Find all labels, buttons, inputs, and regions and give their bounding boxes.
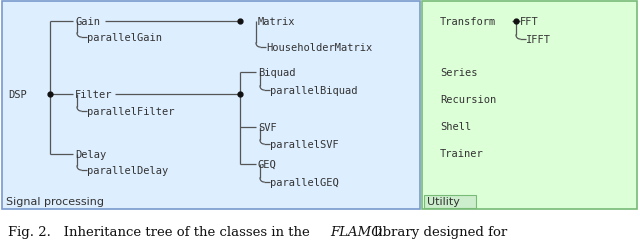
Text: Transform: Transform xyxy=(440,17,496,27)
Text: FLAMO: FLAMO xyxy=(330,226,382,239)
Text: FFT: FFT xyxy=(520,17,539,27)
Text: SVF: SVF xyxy=(258,122,276,133)
Text: Gain: Gain xyxy=(75,17,100,27)
Text: Shell: Shell xyxy=(440,121,471,132)
Bar xyxy=(422,2,637,209)
Text: DSP: DSP xyxy=(8,90,27,100)
Text: parallelDelay: parallelDelay xyxy=(87,165,168,175)
Text: Trainer: Trainer xyxy=(440,148,484,158)
Text: Utility: Utility xyxy=(427,196,460,206)
Text: Matrix: Matrix xyxy=(258,17,296,27)
Text: library designed for: library designed for xyxy=(370,226,508,239)
Bar xyxy=(424,195,476,208)
Bar xyxy=(3,195,99,208)
Text: parallelSVF: parallelSVF xyxy=(270,139,339,149)
Bar xyxy=(2,2,420,209)
Text: Series: Series xyxy=(440,68,477,78)
Text: GEQ: GEQ xyxy=(258,159,276,169)
Text: IFFT: IFFT xyxy=(526,35,551,45)
Text: Delay: Delay xyxy=(75,149,106,159)
Text: parallelBiquad: parallelBiquad xyxy=(270,86,358,96)
Text: Signal processing: Signal processing xyxy=(6,196,104,206)
Text: HouseholderMatrix: HouseholderMatrix xyxy=(266,43,372,53)
Text: parallelGain: parallelGain xyxy=(87,33,162,43)
Text: Fig. 2.   Inheritance tree of the classes in the: Fig. 2. Inheritance tree of the classes … xyxy=(8,226,314,239)
Text: Filter: Filter xyxy=(75,90,113,100)
Text: parallelGEQ: parallelGEQ xyxy=(270,177,339,187)
Text: Biquad: Biquad xyxy=(258,68,296,78)
Text: Recursion: Recursion xyxy=(440,94,496,105)
Text: parallelFilter: parallelFilter xyxy=(87,107,175,116)
